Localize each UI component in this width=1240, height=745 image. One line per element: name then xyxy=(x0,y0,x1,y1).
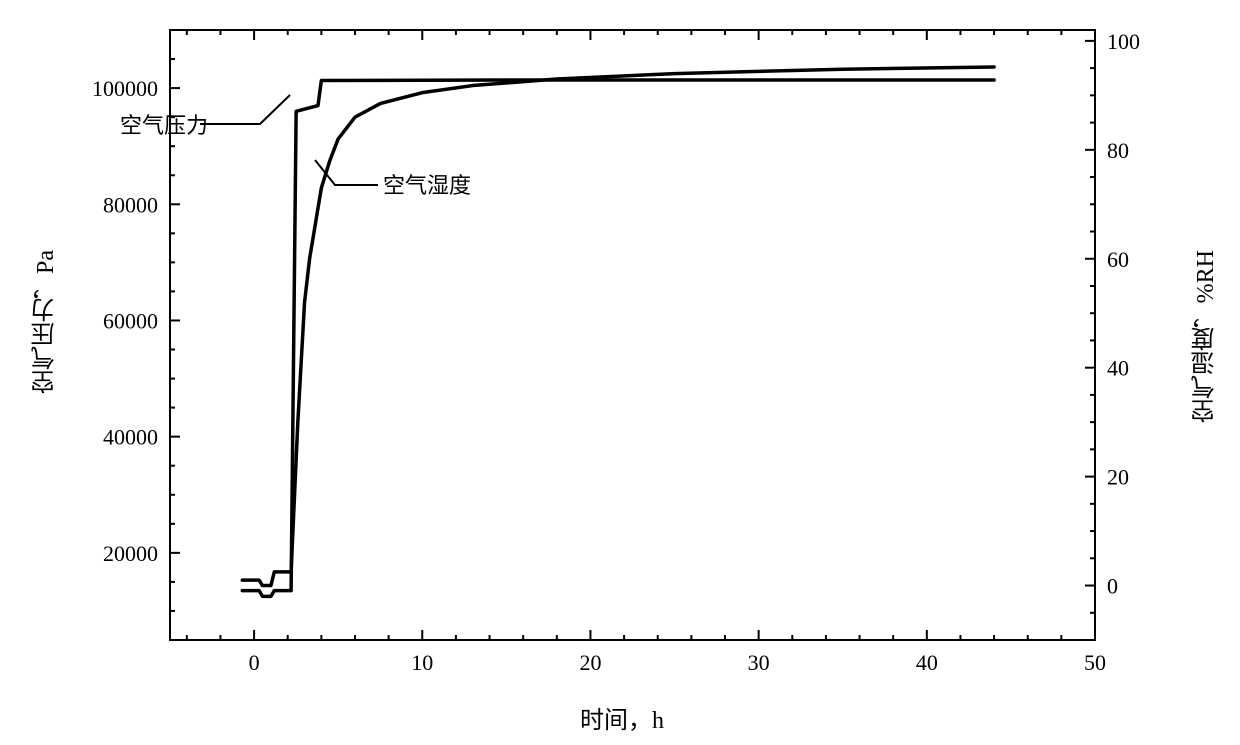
yl-tick-label: 40000 xyxy=(103,425,158,450)
humidity-label: 空气湿度 xyxy=(383,168,471,200)
x-tick-label: 0 xyxy=(249,650,260,675)
x-axis-label: 时间，h xyxy=(580,700,664,735)
y-right-label: 空气湿度，%RH xyxy=(1188,250,1223,423)
yr-tick-label: 40 xyxy=(1107,356,1129,381)
yr-tick-label: 20 xyxy=(1107,465,1129,490)
yr-tick-label: 100 xyxy=(1107,29,1140,54)
yl-tick-label: 60000 xyxy=(103,308,158,333)
x-tick-label: 10 xyxy=(411,650,433,675)
pressure-label: 空气压力 xyxy=(120,108,208,140)
chart-container: 0 10 20 30 40 50 20000 40000 60000 80000 100000 0 20… xyxy=(0,0,1240,745)
yr-tick-label: 80 xyxy=(1107,138,1129,163)
humidity-line xyxy=(242,67,994,586)
x-tick-label: 20 xyxy=(579,650,601,675)
yl-tick-label: 80000 xyxy=(103,192,158,217)
plot-border xyxy=(170,30,1095,640)
yr-tick-label: 0 xyxy=(1107,574,1118,599)
x-tick-label: 30 xyxy=(748,650,770,675)
x-tick-label: 50 xyxy=(1084,650,1106,675)
yr-tick-label: 60 xyxy=(1107,247,1129,272)
pressure-line xyxy=(242,80,994,596)
x-tick-label: 40 xyxy=(916,650,938,675)
pressure-callout-line xyxy=(200,95,290,124)
yl-tick-label: 20000 xyxy=(103,541,158,566)
y-left-label: 空气压力，Pa xyxy=(28,250,63,394)
yl-tick-label: 100000 xyxy=(92,76,158,101)
